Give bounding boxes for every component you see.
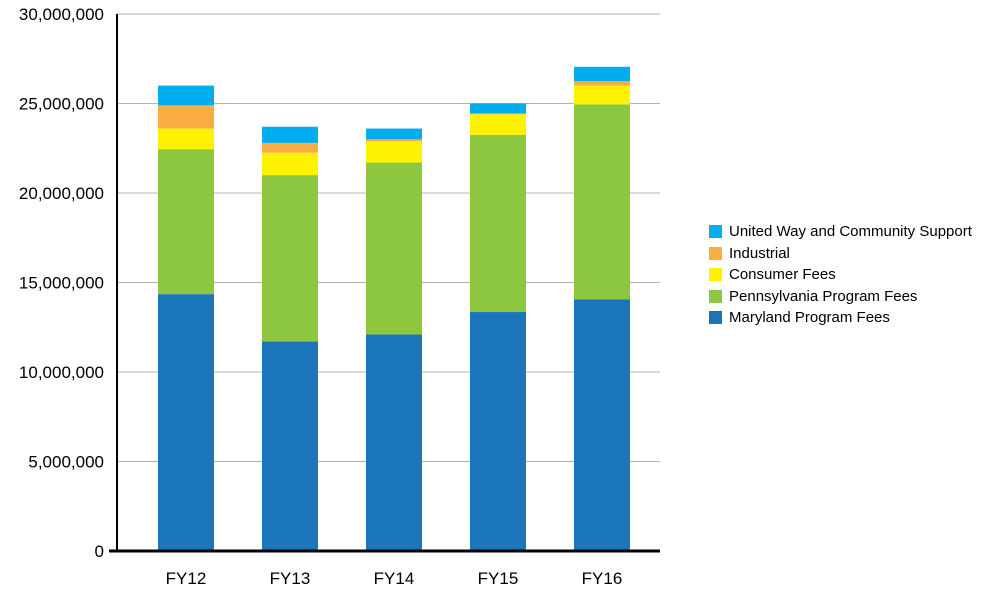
legend-swatch (709, 311, 722, 325)
bar-segment (574, 85, 630, 105)
bar-segment (470, 312, 526, 551)
legend-label: Consumer Fees (729, 266, 836, 284)
bar-segment (574, 299, 630, 551)
y-tick-label: 30,000,000 (19, 5, 104, 24)
x-tick-label: FY13 (270, 569, 311, 588)
bar-segment (470, 103, 526, 114)
y-tick-label: 10,000,000 (19, 363, 104, 382)
legend-label: Industrial (729, 244, 790, 262)
legend-label: Maryland Program Fees (729, 309, 890, 327)
legend: United Way and Community Support Industri… (709, 221, 972, 329)
bar-segment (470, 114, 526, 135)
x-tick-label: FY15 (478, 569, 519, 588)
legend-item: United Way and Community Support (709, 221, 972, 243)
legend-swatch (709, 289, 722, 303)
y-tick-label: 5,000,000 (28, 453, 104, 472)
legend-label: Pennsylvania Program Fees (729, 287, 918, 305)
bar-segment (470, 113, 526, 115)
bar-segment (366, 334, 422, 551)
y-tick-label: 20,000,000 (19, 184, 104, 203)
x-tick-label: FY12 (166, 569, 207, 588)
bar-segment (158, 105, 214, 129)
bar-segment (366, 162, 422, 335)
bar-segment (574, 104, 630, 300)
bar-segment (158, 85, 214, 106)
bar-segment (262, 175, 318, 342)
bar-segment (158, 294, 214, 551)
legend-swatch (709, 225, 722, 239)
x-tick-label: FY16 (582, 569, 623, 588)
bar-segment (366, 128, 422, 140)
x-tick-labels: FY12 FY13 FY14 FY15 FY16 (166, 569, 623, 588)
y-tick-label: 15,000,000 (19, 274, 104, 293)
bar-segment (366, 139, 422, 142)
bar-segment (574, 81, 630, 86)
bar-segment (574, 66, 630, 82)
legend-item: Pennsylvania Program Fees (709, 286, 972, 308)
bar-segment (262, 341, 318, 551)
bar-segment (262, 142, 318, 153)
legend-item: Consumer Fees (709, 264, 972, 286)
bar-segment (158, 149, 214, 295)
axes (109, 14, 660, 553)
bars (158, 66, 630, 551)
bar-segment (262, 152, 318, 176)
legend-item: Maryland Program Fees (709, 307, 972, 329)
legend-item: Industrial (709, 243, 972, 265)
y-tick-label: 25,000,000 (19, 95, 104, 114)
bar-segment (366, 141, 422, 163)
legend-swatch (709, 268, 722, 282)
x-tick-label: FY14 (374, 569, 415, 588)
bar-segment (470, 134, 526, 313)
legend-swatch (709, 246, 722, 260)
legend-label: United Way and Community Support (729, 223, 972, 241)
bar-segment (262, 126, 318, 143)
y-tick-label: 0 (95, 542, 104, 561)
y-tick-labels: 0 5,000,000 10,000,000 15,000,000 20,000,000… (19, 5, 104, 561)
bar-segment (158, 128, 214, 150)
